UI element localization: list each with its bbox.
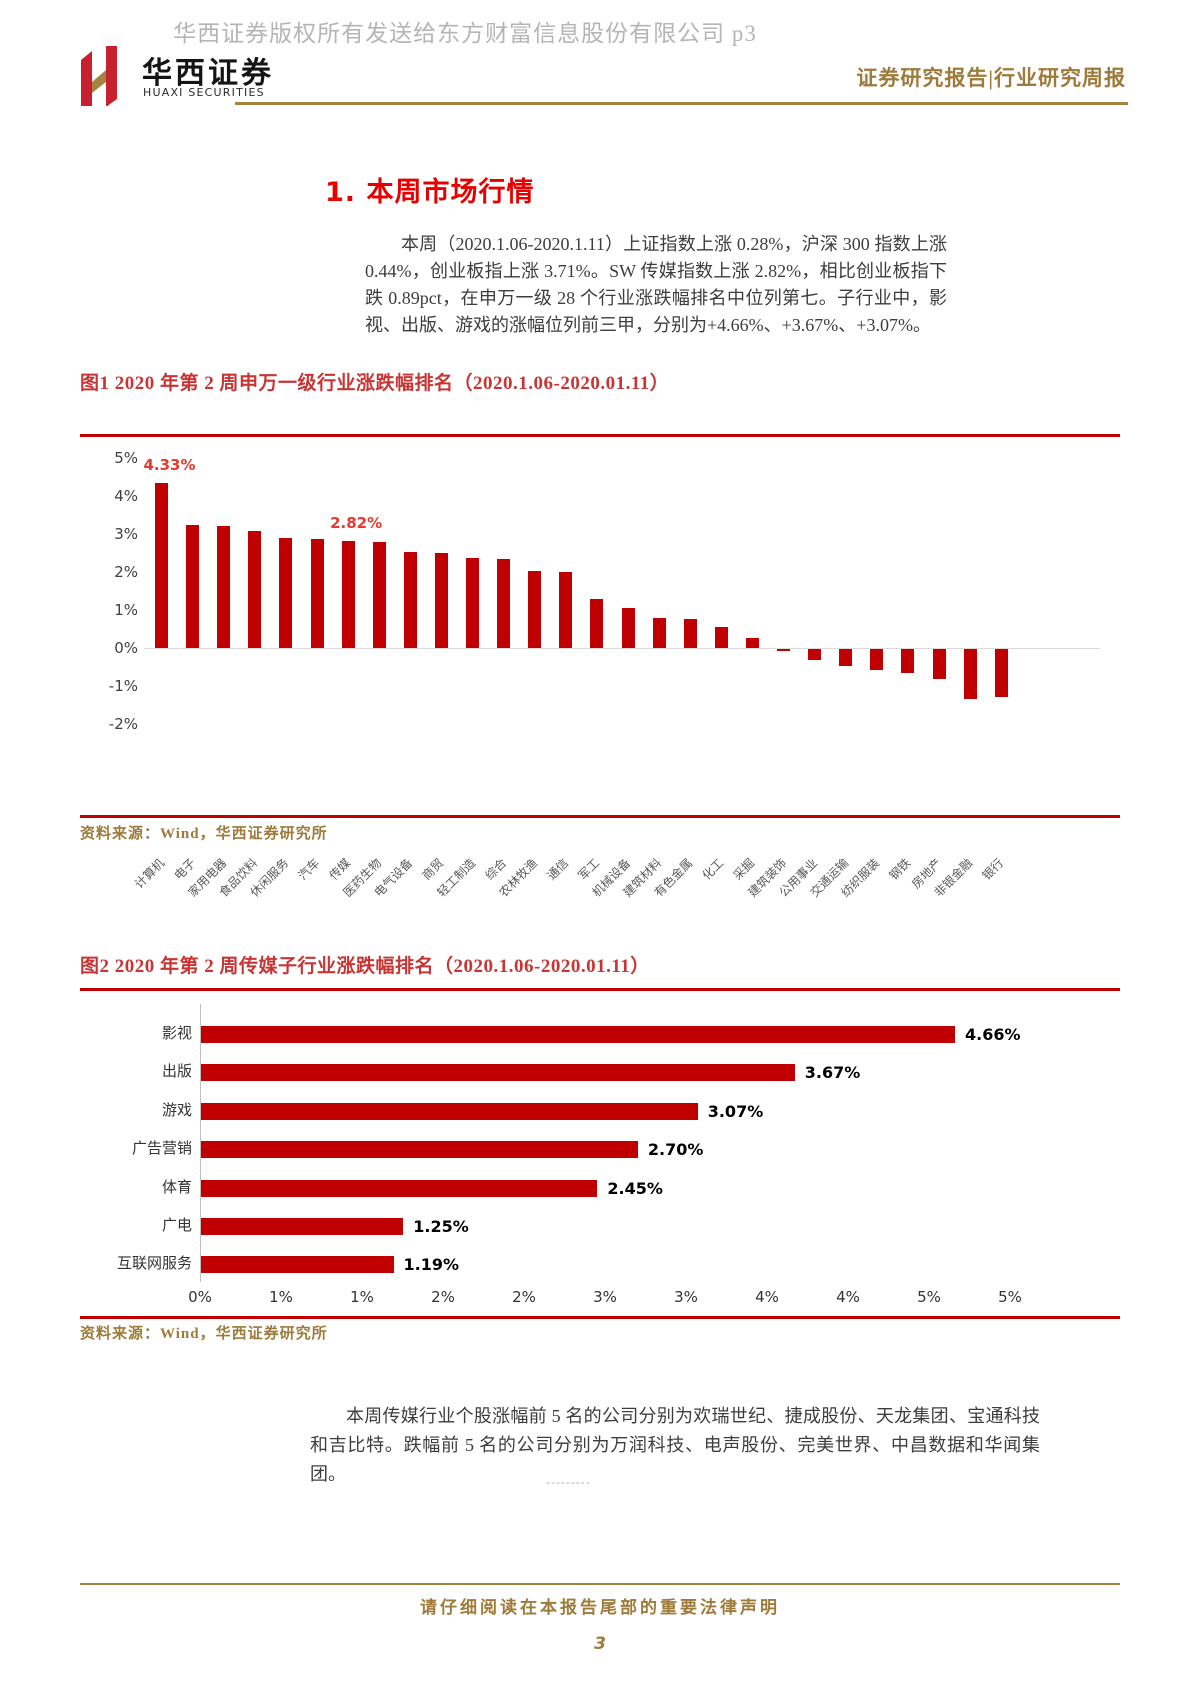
- header-divider: [235, 102, 1128, 105]
- y-tick-label: 0%: [114, 639, 138, 657]
- x-tick-label: 1%: [350, 1288, 374, 1306]
- bar-value-label: 4.66%: [964, 1025, 1021, 1044]
- x-tick-label: 1%: [269, 1288, 293, 1306]
- x-tick-label: 2%: [431, 1288, 455, 1306]
- category-label: 互联网服务: [116, 1256, 192, 1273]
- bar: [497, 558, 511, 648]
- industry-bar-chart: 5% 4% 3% 2% 1% 0% -1% -2% 计算机 电子 家用电器 食品饮料 休闲服务 汽车 传媒医…: [80, 440, 1120, 900]
- y-tick-label: 5%: [114, 449, 138, 467]
- bar-data-label: 4.33%: [143, 456, 196, 475]
- figure1-top-rule: [80, 434, 1120, 437]
- x-tick-label: 5%: [998, 1288, 1022, 1306]
- logo-name-cn: 华西证券: [142, 57, 274, 90]
- x-tick-label: 5%: [917, 1288, 941, 1306]
- bar: [372, 541, 386, 648]
- bar: [201, 1102, 698, 1120]
- figure2-top-rule: [80, 988, 1120, 991]
- bar-value-label: 3.67%: [804, 1063, 861, 1083]
- category-label: 广电: [161, 1218, 192, 1234]
- market-summary-paragraph: 本周（2020.1.06-2020.1.11）上证指数上涨 0.28%，沪深 3…: [365, 234, 947, 335]
- bar: [808, 649, 822, 661]
- x-tick-label: 0%: [188, 1288, 212, 1306]
- media-subsector-bar-chart: 影视 4.66% 出版 3.67% 游戏 3.07% 广告营销 2.70% 体育 2.45% 广电 1…: [80, 996, 1120, 1308]
- logo-name-en: HUAXI SECURITIES: [143, 86, 265, 99]
- bar: [590, 598, 604, 648]
- y-tick-label: 3%: [114, 525, 138, 543]
- figure1-source: 资料来源：Wind，华西证券研究所: [80, 826, 328, 842]
- dash-artifact: ---------: [546, 1476, 591, 1489]
- bar-data-label: 2.82%: [330, 513, 383, 532]
- bar-value-label: 1.19%: [403, 1255, 460, 1275]
- bar: [248, 530, 262, 648]
- bar: [201, 1026, 955, 1043]
- huaxi-logo-svg: [81, 46, 117, 107]
- bar: [559, 572, 573, 648]
- x-tick-label: 2%: [512, 1288, 536, 1306]
- category-label: 广告营销: [131, 1141, 192, 1158]
- bar: [777, 649, 790, 652]
- bar: [528, 571, 542, 648]
- figure2-source: 资料来源：Wind，华西证券研究所: [80, 1326, 328, 1342]
- y-tick-label: 1%: [114, 601, 138, 619]
- bar: [201, 1064, 795, 1082]
- bar: [155, 483, 168, 648]
- zero-gridline: [144, 648, 1100, 649]
- figure2-bottom-rule: [80, 1316, 1120, 1319]
- y-tick-label: -1%: [108, 677, 138, 695]
- bar: [341, 540, 355, 648]
- bar: [186, 524, 200, 648]
- bar: [621, 607, 635, 648]
- bar: [466, 557, 479, 648]
- bar: [279, 537, 293, 648]
- footer-legal-notice: 请仔细阅读在本报告尾部的重要法律声明: [420, 1598, 780, 1617]
- x-tick-label: 4%: [836, 1288, 860, 1306]
- bar: [201, 1179, 598, 1197]
- x-tick-label: 3%: [593, 1288, 617, 1306]
- page-number: 3: [594, 1634, 606, 1654]
- bar-value-label: 2.70%: [647, 1140, 704, 1160]
- category-label: 出版: [161, 1064, 192, 1081]
- section-title: 1. 本周市场行情: [325, 177, 535, 208]
- figure1-bottom-rule: [80, 815, 1120, 818]
- bar-value-label: 3.07%: [707, 1101, 764, 1121]
- category-label: 体育: [161, 1179, 192, 1196]
- bar: [403, 551, 417, 648]
- y-tick-label: -2%: [108, 715, 138, 733]
- bar: [963, 649, 977, 700]
- bar: [901, 649, 915, 673]
- category-label: 影视: [161, 1026, 192, 1042]
- bar: [714, 626, 728, 648]
- figure2-caption: 图2 2020 年第 2 周传媒子行业涨跌幅排名（2020.1.06-2020.…: [80, 956, 650, 977]
- stock-movers-paragraph: 本周传媒行业个股涨幅前 5 名的公司分别为欢瑞世纪、捷成股份、天龙集团、宝通科技…: [310, 1406, 1040, 1484]
- y-tick-label: 4%: [114, 487, 138, 505]
- bar: [932, 649, 946, 680]
- bar: [745, 638, 759, 648]
- watermark-text: 华西证券版权所有发送给东方财富信息股份有限公司 p3: [173, 21, 757, 46]
- figure1-caption: 图1 2020 年第 2 周申万一级行业涨跌幅排名（2020.1.06-2020…: [80, 373, 670, 394]
- bar: [201, 1218, 404, 1235]
- bar-value-label: 2.45%: [607, 1178, 663, 1198]
- bar: [217, 526, 231, 648]
- bar: [201, 1141, 638, 1159]
- bar: [201, 1256, 394, 1274]
- y-tick-label: 2%: [114, 563, 138, 581]
- report-type-label: 证券研究报告|行业研究周报: [856, 66, 1126, 90]
- bar: [652, 617, 666, 648]
- bar: [870, 649, 884, 671]
- bar: [434, 553, 448, 648]
- bar: [839, 649, 853, 666]
- bar: [310, 538, 324, 648]
- bar: [683, 619, 697, 648]
- footer-divider: [80, 1583, 1120, 1585]
- category-label: 游戏: [161, 1102, 192, 1119]
- bar-value-label: 1.25%: [413, 1217, 469, 1236]
- category-axis-line: [200, 1004, 201, 1282]
- bar: [994, 649, 1008, 698]
- x-tick-label: 3%: [674, 1288, 698, 1306]
- huaxi-logo-icon: [75, 46, 133, 107]
- x-tick-label: 4%: [755, 1288, 779, 1306]
